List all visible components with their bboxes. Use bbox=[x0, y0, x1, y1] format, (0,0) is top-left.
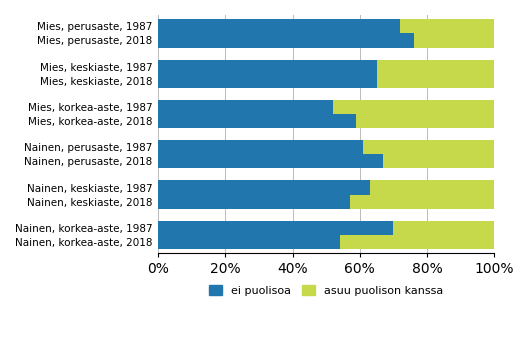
Bar bbox=[158, 154, 384, 168]
Bar bbox=[400, 19, 494, 33]
Bar bbox=[158, 114, 357, 128]
Bar bbox=[158, 195, 350, 209]
Bar bbox=[158, 140, 363, 154]
Legend: ei puolisoa, asuu puolison kanssa: ei puolisoa, asuu puolison kanssa bbox=[204, 281, 448, 300]
Bar bbox=[158, 60, 377, 74]
Bar bbox=[384, 154, 494, 168]
Bar bbox=[333, 100, 494, 114]
Bar bbox=[377, 60, 494, 74]
Bar bbox=[377, 74, 494, 88]
Bar bbox=[350, 195, 494, 209]
Bar bbox=[158, 100, 333, 114]
Bar bbox=[394, 221, 494, 235]
Bar bbox=[158, 235, 340, 249]
Bar bbox=[357, 114, 494, 128]
Bar bbox=[158, 221, 394, 235]
Bar bbox=[158, 180, 370, 195]
Bar bbox=[363, 140, 494, 154]
Bar bbox=[340, 235, 494, 249]
Bar bbox=[158, 19, 400, 33]
Bar bbox=[370, 180, 494, 195]
Bar bbox=[158, 74, 377, 88]
Bar bbox=[414, 33, 494, 47]
Bar bbox=[158, 33, 414, 47]
